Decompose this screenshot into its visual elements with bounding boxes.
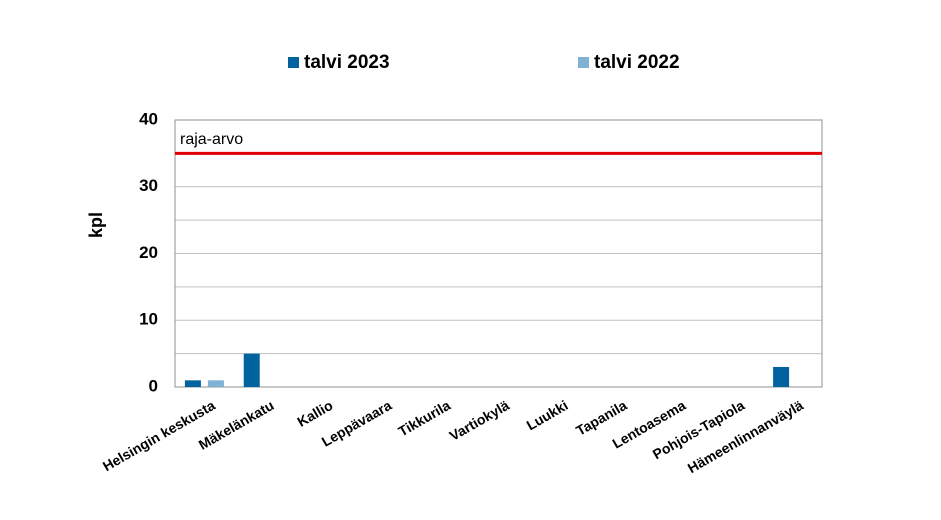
y-tick-label: 30: [139, 176, 158, 195]
plot-border: [174, 119, 823, 388]
y-tick-label: 0: [149, 376, 158, 395]
legend-label: talvi 2023: [304, 52, 390, 73]
legend-swatch: [288, 57, 299, 68]
x-tick-label: Luukki: [524, 397, 571, 433]
y-tick-label: 10: [139, 310, 158, 329]
bar: [773, 366, 790, 387]
y-axis-label: kpl: [86, 212, 106, 238]
y-tick-label: 40: [139, 109, 158, 128]
x-tick-label: Vartiokylä: [447, 397, 512, 444]
bar: [207, 380, 224, 387]
y-tick-label: 20: [139, 243, 158, 262]
reference-label: raja-arvo: [180, 131, 243, 148]
x-tick-label: Tikkurila: [395, 397, 453, 440]
bar: [184, 380, 201, 387]
bar: [243, 353, 260, 387]
legend-swatch: [578, 57, 589, 68]
x-tick-label: Kallio: [294, 397, 335, 430]
legend-label: talvi 2022: [594, 52, 680, 73]
